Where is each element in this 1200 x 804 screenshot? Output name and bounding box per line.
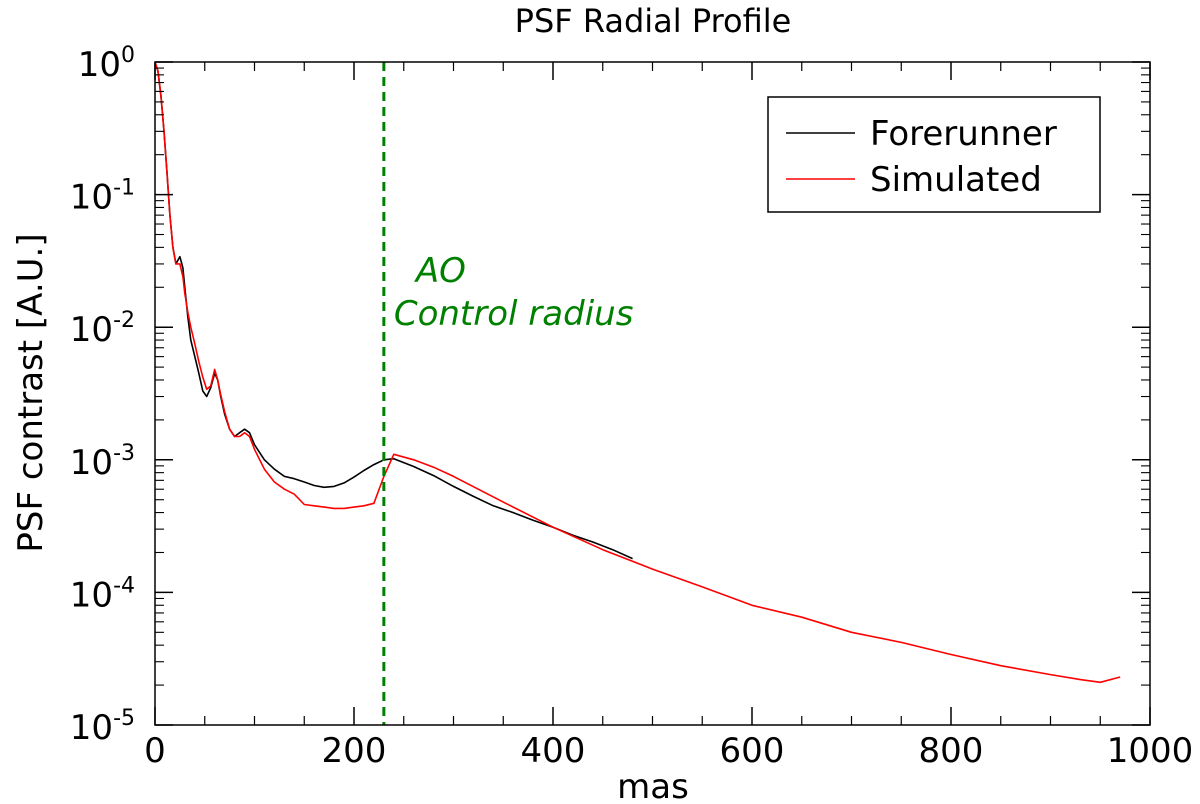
y-tick-label: 10-4 <box>70 573 135 615</box>
y-tick-label: 10-3 <box>70 441 135 483</box>
series-line-simulated <box>155 62 1121 684</box>
x-tick-label: 400 <box>521 731 586 771</box>
y-tick-label: 100 <box>78 43 135 85</box>
x-axis-label: mas <box>617 767 689 804</box>
legend-box <box>767 96 1101 213</box>
x-tick-label: 200 <box>322 731 387 771</box>
y-tick-label: 10-5 <box>70 706 135 748</box>
annotation-label-line-2: Control radius <box>394 294 634 334</box>
legend-label-simulated: Simulated <box>870 160 1042 200</box>
x-tick-label: 1000 <box>1107 731 1194 771</box>
y-tick-label: 10-2 <box>70 308 135 350</box>
x-tick-label: 800 <box>919 731 984 771</box>
axes-layer: 0 200 400 600 800 1000 100 10-1 10-2 10-3 10-4 10-5 <box>70 43 1193 771</box>
legend: Forerunner Simulated <box>767 96 1101 213</box>
annotation-label-line-1: AO <box>414 251 466 291</box>
x-tick-label: 600 <box>720 731 785 771</box>
chart-title: PSF Radial Profile <box>515 2 792 40</box>
y-axis-label: PSF contrast [A.U.] <box>11 233 51 552</box>
legend-label-forerunner: Forerunner <box>870 114 1057 154</box>
y-tick-label: 10-1 <box>70 176 135 218</box>
series-line-forerunner <box>155 62 633 560</box>
x-tick-label: 0 <box>144 731 166 771</box>
series-layer <box>155 62 1121 684</box>
